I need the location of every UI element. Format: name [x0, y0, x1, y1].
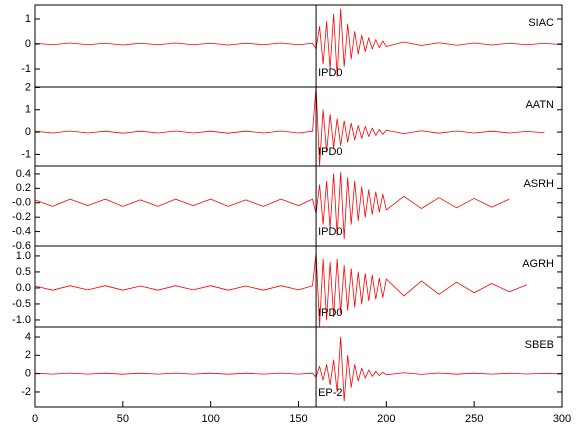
y-tick-label: 0: [25, 38, 31, 50]
y-tick-label: 0.5: [16, 266, 31, 278]
y-tick-label: -1: [21, 63, 31, 75]
y-tick-label: -1: [21, 148, 31, 160]
waveform: [34, 336, 563, 402]
y-tick-label: -0.5: [12, 298, 31, 310]
waveform: [34, 252, 528, 327]
y-tick-label: 2: [25, 349, 31, 361]
y-tick-label: 0.0: [16, 282, 31, 294]
x-tick-label: 250: [465, 413, 483, 425]
y-tick-label: 4: [25, 331, 31, 343]
pick-label: IPD0: [318, 146, 342, 158]
waveform: [34, 172, 510, 240]
panel-frame: [34, 86, 563, 167]
y-tick-label: -2: [21, 386, 31, 398]
y-tick-label: 0: [25, 368, 31, 380]
y-tick-label: -0.4: [12, 225, 31, 237]
station-label: SIAC: [528, 17, 554, 29]
station-label: ASRH: [523, 178, 554, 190]
panel-frame: [34, 245, 563, 328]
waveform: [34, 8, 563, 77]
y-tick-label: 0.4: [16, 168, 31, 180]
y-tick-label: 0: [25, 126, 31, 138]
y-tick-label: 1.0: [16, 250, 31, 262]
y-tick-label: 1: [25, 104, 31, 116]
y-tick-label: -0.2: [12, 211, 31, 223]
station-label: AGRH: [522, 258, 554, 270]
y-tick-label: -1.0: [12, 314, 31, 326]
station-label: SBEB: [525, 339, 554, 351]
pick-label: IPD0: [318, 226, 342, 238]
y-tick-label: 1: [25, 13, 31, 25]
y-tick-label: 2: [25, 81, 31, 93]
x-tick-label: 0: [32, 413, 38, 425]
panel-frame: [34, 326, 563, 408]
x-tick-label: 100: [201, 413, 219, 425]
x-tick-label: 300: [553, 413, 571, 425]
x-tick-label: 50: [117, 413, 129, 425]
pick-label: IPD0: [318, 307, 342, 319]
x-tick-label: 150: [289, 413, 307, 425]
y-tick-label: -0.6: [12, 240, 31, 252]
y-tick-label: -0.0: [12, 197, 31, 209]
x-tick-label: 200: [377, 413, 395, 425]
y-tick-label: 0.2: [16, 182, 31, 194]
waveform: [34, 87, 545, 166]
panel-frame: [34, 4, 563, 88]
pick-label: IPD0: [318, 67, 342, 79]
station-label: AATN: [525, 99, 554, 111]
pick-label: EP-2: [318, 387, 342, 399]
